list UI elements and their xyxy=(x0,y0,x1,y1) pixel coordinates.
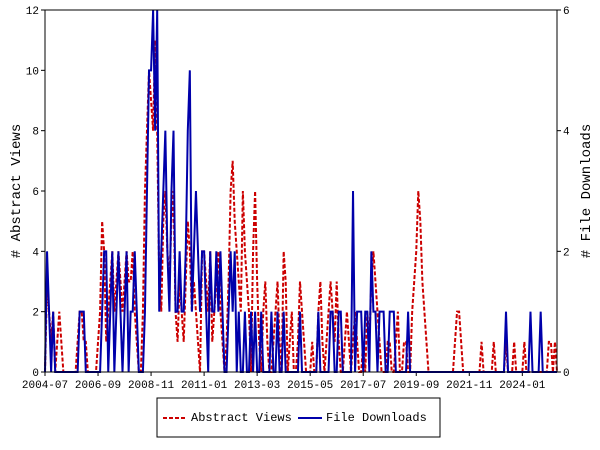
y-axis-title: # Abstract Views xyxy=(9,124,25,258)
x-tick-label: 2017-07 xyxy=(340,380,386,392)
x-tick-label: 2019-09 xyxy=(393,380,439,392)
series-line xyxy=(44,40,558,373)
x-tick-label: 2013-03 xyxy=(234,380,280,392)
y-tick-label: 12 xyxy=(26,6,39,18)
x-tick-label: 2006-09 xyxy=(75,380,121,392)
legend-label: File Downloads xyxy=(326,411,427,425)
x-tick-label: 2021-11 xyxy=(446,380,493,392)
x-tick-label: 2008-11 xyxy=(128,380,175,392)
y2-tick-label: 4 xyxy=(563,127,570,139)
plot-frame xyxy=(44,9,558,373)
x-tick-label: 2004-07 xyxy=(22,380,68,392)
x-tick-label: 2011-01 xyxy=(181,380,228,392)
y-tick-label: 4 xyxy=(32,247,39,259)
legend-label: Abstract Views xyxy=(191,411,292,425)
y-tick-label: 0 xyxy=(32,368,39,380)
y2-axis-title: # File Downloads xyxy=(579,124,595,258)
y-tick-label: 8 xyxy=(32,127,39,139)
y-tick-label: 6 xyxy=(32,187,39,199)
y2-tick-label: 2 xyxy=(563,247,570,259)
y2-tick-label: 6 xyxy=(563,6,570,18)
y2-tick-label: 0 xyxy=(563,368,570,380)
series-line xyxy=(44,9,557,373)
x-tick-label: 2024-01 xyxy=(499,380,546,392)
x-tick-label: 2015-05 xyxy=(287,380,333,392)
y-tick-label: 10 xyxy=(26,66,39,78)
y-tick-label: 2 xyxy=(32,308,39,320)
